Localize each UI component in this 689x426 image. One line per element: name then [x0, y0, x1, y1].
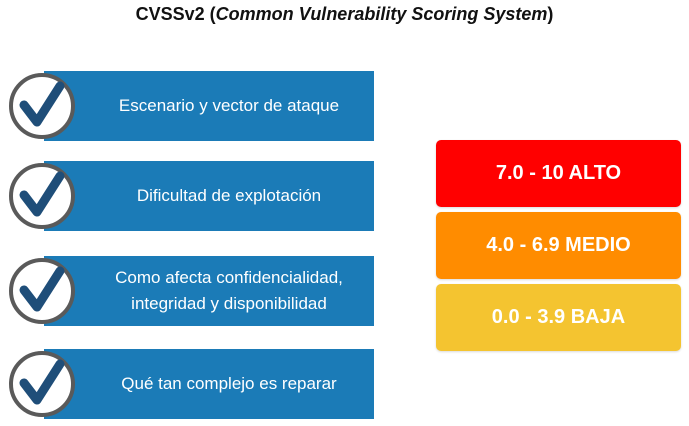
check-icon	[8, 162, 76, 230]
severity-high-box: 7.0 - 10 ALTO	[436, 140, 681, 207]
criterion-bar: Escenario y vector de ataque	[44, 71, 374, 141]
criterion-label: Qué tan complejo es reparar	[121, 374, 337, 393]
criterion-bar: Qué tan complejo es reparar	[44, 349, 374, 419]
check-icon	[8, 257, 76, 325]
title-italic: Common Vulnerability Scoring System	[215, 4, 548, 24]
severity-low-box: 0.0 - 3.9 BAJA	[436, 284, 681, 351]
criterion-label: Dificultad de explotación	[136, 186, 322, 205]
criterion-bar: Como afecta confidencialidad, integridad…	[44, 256, 374, 326]
title-main: CVSSv2 (	[135, 4, 216, 24]
criterion-remediation-complexity: Qué tan complejo es reparar	[8, 349, 374, 419]
criterion-cia-impact: Como afecta confidencialidad, integridad…	[8, 256, 374, 326]
criterion-label: Como afecta confidencialidad, integridad…	[115, 268, 343, 313]
criterion-exploit-difficulty: Dificultad de explotación	[8, 161, 374, 231]
title-close: )	[547, 4, 554, 24]
severity-label: 0.0 - 3.9 BAJA	[491, 306, 626, 328]
severity-label: 4.0 - 6.9 MEDIO	[486, 234, 631, 256]
diagram-title: CVSSv2 (Common Vulnerability Scoring Sys…	[0, 4, 689, 25]
severity-medium-box: 4.0 - 6.9 MEDIO	[436, 212, 681, 279]
check-icon	[8, 350, 76, 418]
check-icon	[8, 72, 76, 140]
severity-label: 7.0 - 10 ALTO	[495, 162, 622, 184]
criterion-bar: Dificultad de explotación	[44, 161, 374, 231]
criterion-label: Escenario y vector de ataque	[118, 96, 340, 115]
criterion-attack-vector: Escenario y vector de ataque	[8, 71, 374, 141]
